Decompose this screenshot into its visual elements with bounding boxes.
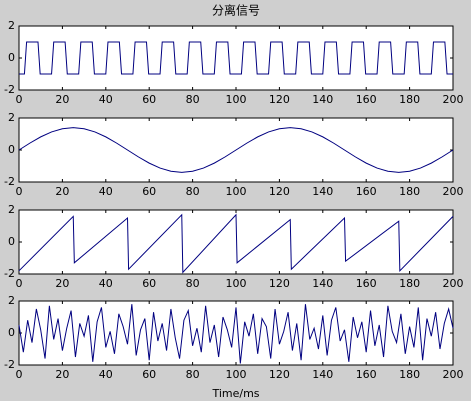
x-axis-label: Time/ms <box>211 387 259 400</box>
x-tick-label: 200 <box>443 368 464 381</box>
x-tick-label: 140 <box>312 185 333 198</box>
chart-title: 分离信号 <box>212 3 260 18</box>
y-tick-label: -2 <box>4 83 15 96</box>
y-tick-label: 2 <box>8 19 15 32</box>
x-tick-label: 60 <box>142 93 156 106</box>
x-tick-label: 20 <box>55 277 69 290</box>
x-tick-label: 120 <box>269 185 290 198</box>
x-tick-label: 200 <box>443 277 464 290</box>
x-tick-label: 100 <box>226 93 247 106</box>
x-tick-label: 180 <box>399 277 420 290</box>
x-tick-label: 180 <box>399 368 420 381</box>
data-line <box>19 41 453 75</box>
x-tick-label: 0 <box>16 185 23 198</box>
x-tick-label: 100 <box>226 185 247 198</box>
x-tick-label: 120 <box>269 93 290 106</box>
y-tick-label: 0 <box>8 51 15 64</box>
x-tick-label: 0 <box>16 368 23 381</box>
x-tick-label: 160 <box>356 368 377 381</box>
x-tick-label: 0 <box>16 93 23 106</box>
x-tick-label: 40 <box>99 93 113 106</box>
y-tick-label: -2 <box>4 267 15 280</box>
x-tick-label: 140 <box>312 93 333 106</box>
x-tick-label: 60 <box>142 368 156 381</box>
x-tick-label: 80 <box>186 277 200 290</box>
x-tick-label: 160 <box>356 93 377 106</box>
x-tick-label: 200 <box>443 93 464 106</box>
x-tick-label: 80 <box>186 93 200 106</box>
y-tick-label: -2 <box>4 358 15 371</box>
x-tick-label: 20 <box>55 185 69 198</box>
x-tick-label: 0 <box>16 277 23 290</box>
axes-box <box>18 25 454 91</box>
y-tick-label: 2 <box>8 111 15 124</box>
x-tick-label: 140 <box>312 368 333 381</box>
x-tick-label: 160 <box>356 277 377 290</box>
x-tick-label: 180 <box>399 185 420 198</box>
x-tick-label: 40 <box>99 185 113 198</box>
y-tick-label: -2 <box>4 175 15 188</box>
y-tick-label: 2 <box>8 203 15 216</box>
data-line <box>18 127 454 173</box>
x-tick-label: 80 <box>186 368 200 381</box>
y-tick-label: 0 <box>8 326 15 339</box>
x-tick-label: 80 <box>186 185 200 198</box>
x-tick-label: 100 <box>226 277 247 290</box>
x-tick-label: 180 <box>399 93 420 106</box>
x-tick-label: 60 <box>142 185 156 198</box>
data-line <box>18 304 454 364</box>
x-tick-label: 40 <box>99 368 113 381</box>
x-tick-label: 120 <box>269 277 290 290</box>
x-tick-label: 20 <box>55 368 69 381</box>
x-tick-label: 40 <box>99 277 113 290</box>
data-line <box>18 213 454 274</box>
y-tick-label: 2 <box>8 294 15 307</box>
x-tick-label: 120 <box>269 368 290 381</box>
x-tick-label: 60 <box>142 277 156 290</box>
x-tick-label: 140 <box>312 277 333 290</box>
y-tick-label: 0 <box>8 235 15 248</box>
x-tick-label: 20 <box>55 93 69 106</box>
x-tick-label: 100 <box>226 368 247 381</box>
x-tick-label: 160 <box>356 185 377 198</box>
y-tick-label: 0 <box>8 143 15 156</box>
x-tick-label: 200 <box>443 185 464 198</box>
